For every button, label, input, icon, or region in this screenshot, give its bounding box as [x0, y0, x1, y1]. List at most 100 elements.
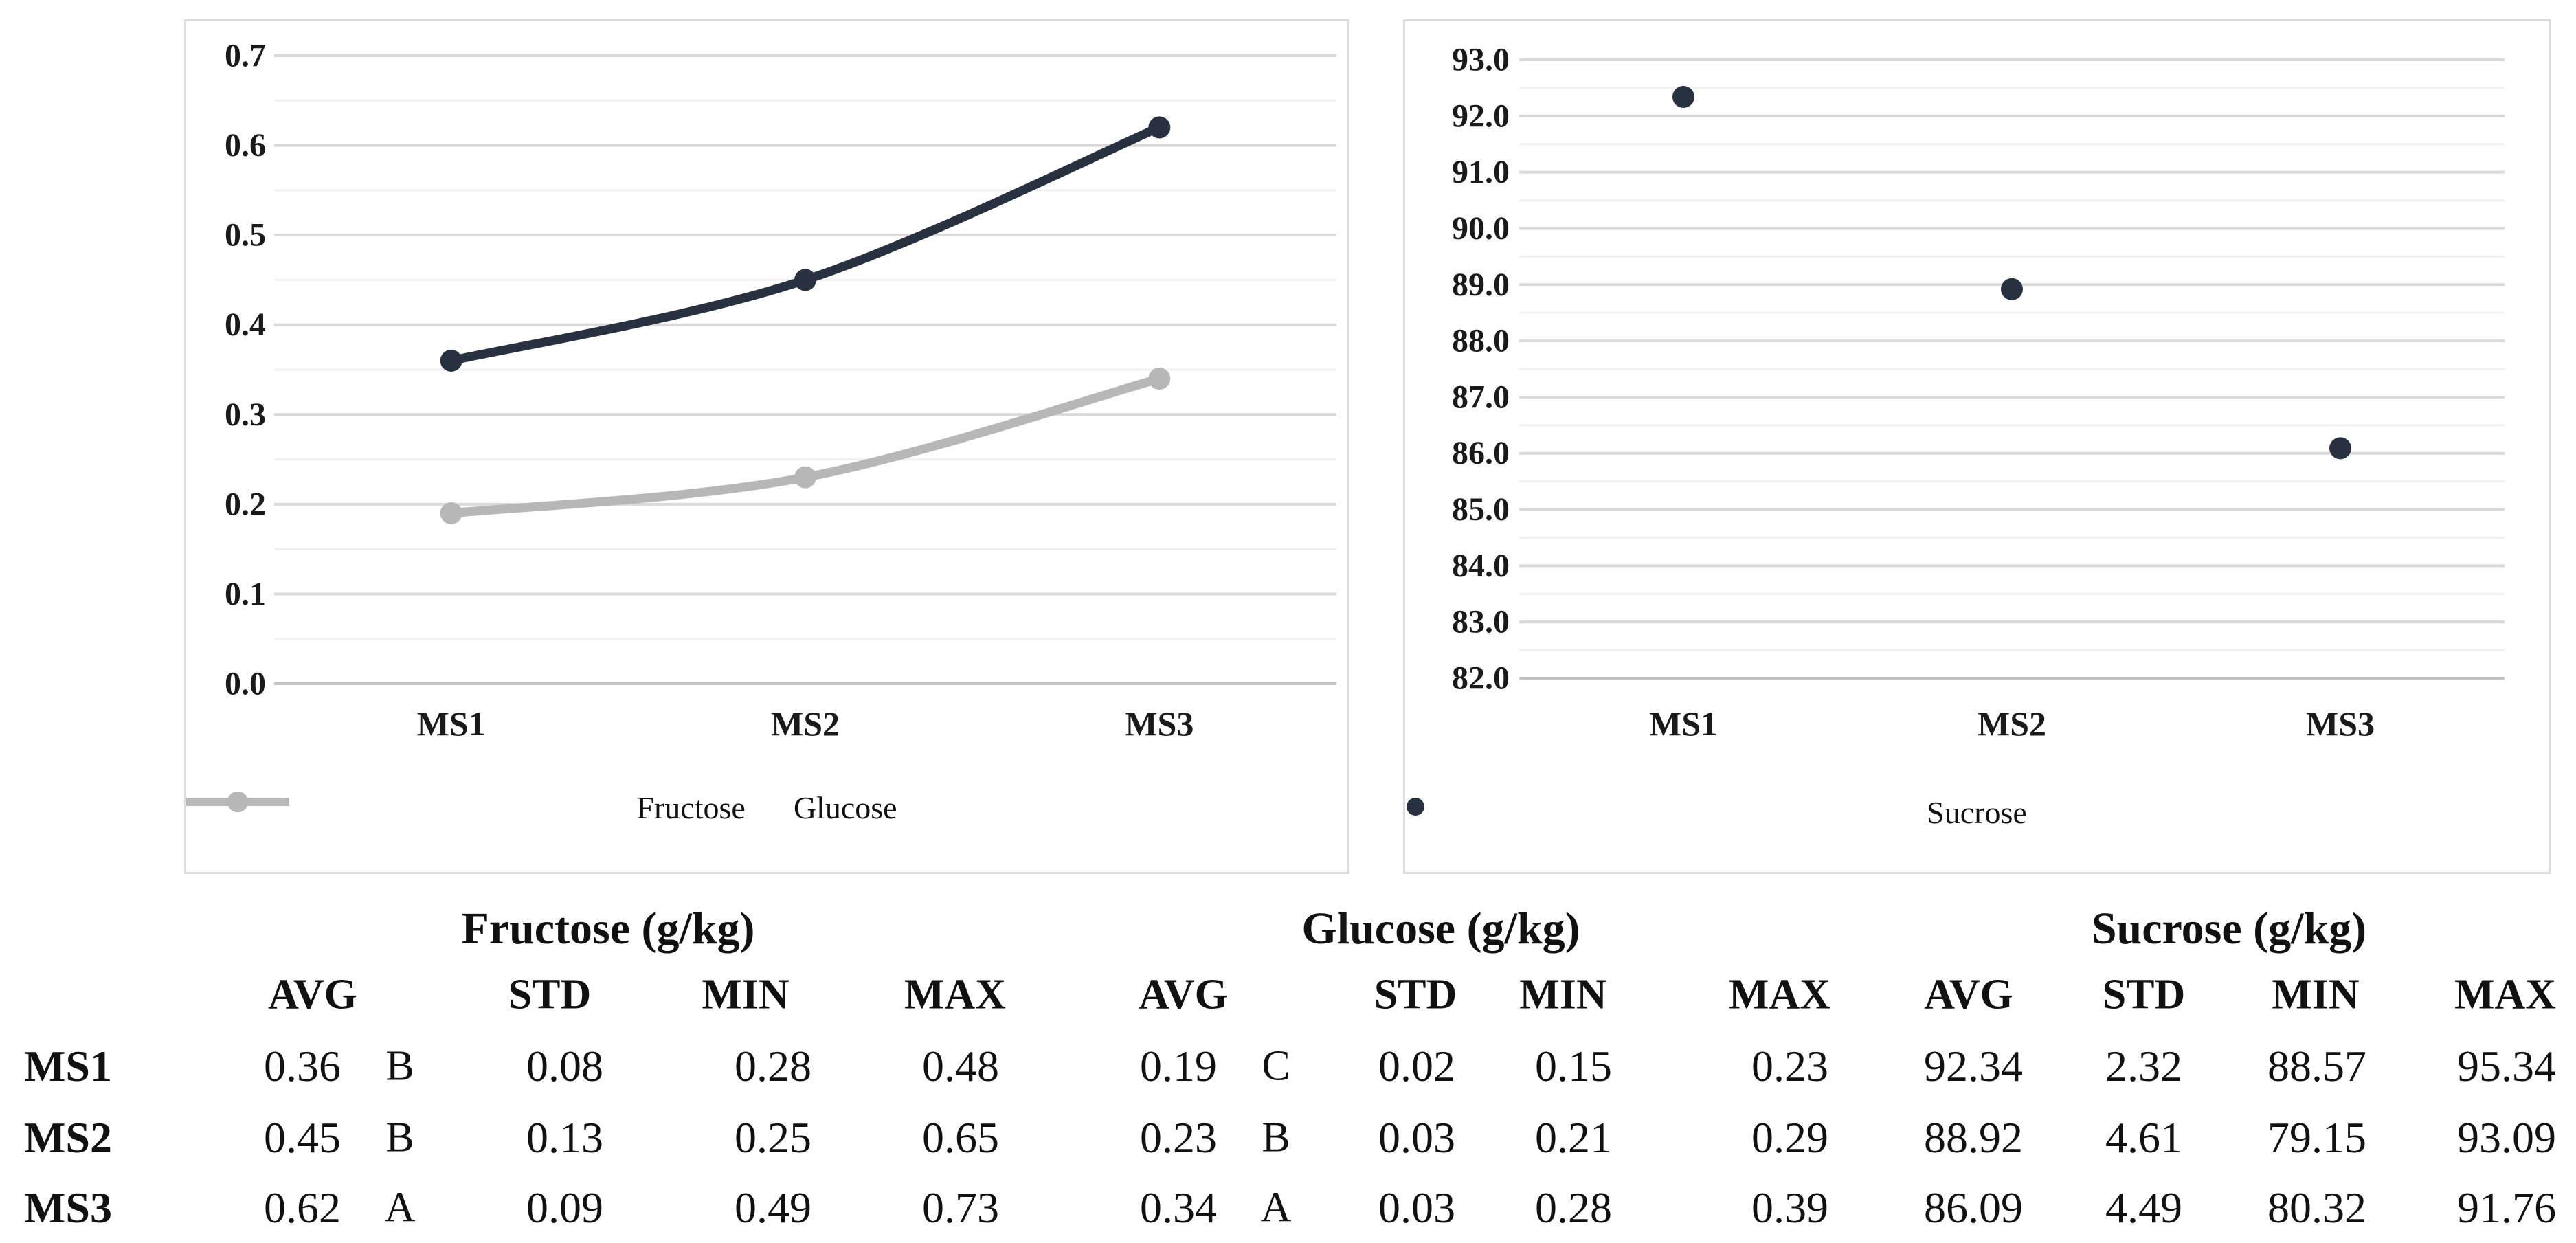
table-cell: 0.03 — [1378, 1183, 1455, 1232]
legend-item-sucrose: Sucrose — [1407, 794, 2027, 831]
table-cell: 79.15 — [2267, 1113, 2366, 1162]
y-tick-label: 88.0 — [1452, 323, 1510, 359]
sucrose-chart-panel: 82.0 83.0 84.0 85.0 86.0 87.0 88.0 89.0 90.0 91.0… — [1403, 19, 2551, 874]
legend-label: Sucrose — [1927, 795, 2027, 830]
y-tick-label: 0.2 — [225, 486, 266, 522]
table-group-header: Glucose (g/kg) — [1301, 904, 1580, 954]
table-cell: 95.34 — [2457, 1042, 2556, 1090]
data-point-glucose — [440, 502, 462, 524]
line-chart-legend: Fructose Glucose — [186, 790, 1347, 826]
x-category-label: MS3 — [2306, 704, 2375, 743]
table-cell: 0.13 — [526, 1113, 603, 1162]
table-cell: 86.09 — [1924, 1183, 2023, 1232]
x-category-label: MS2 — [1978, 704, 2046, 743]
table-column-header: MAX — [1728, 971, 1831, 1018]
y-tick-label: 87.0 — [1452, 379, 1510, 415]
table-cell: 0.23 — [1751, 1042, 1828, 1090]
table-cell: 88.57 — [2267, 1042, 2366, 1090]
x-category-label: MS1 — [1649, 704, 1718, 743]
y-tick-label: 0.6 — [225, 127, 266, 164]
data-point-fructose — [440, 349, 462, 372]
table-cell: 0.29 — [1751, 1113, 1828, 1162]
y-tick-label: 0.5 — [225, 217, 266, 254]
y-tick-label: 0.0 — [225, 666, 266, 702]
table-cell: 0.73 — [922, 1183, 999, 1232]
y-tick-label: 92.0 — [1452, 98, 1510, 134]
y-tick-label: 82.0 — [1452, 660, 1510, 697]
table-column-header: STD — [2102, 971, 2186, 1018]
table-cell: 0.45 — [264, 1113, 341, 1162]
table-column-header: STD — [1374, 971, 1457, 1018]
table-cell: 0.49 — [735, 1183, 811, 1232]
data-point-glucose — [1148, 368, 1171, 390]
data-point-sucrose — [2329, 437, 2351, 460]
table-cell: 0.08 — [526, 1042, 603, 1090]
table-cell: 0.62 — [264, 1183, 341, 1232]
data-point-fructose — [794, 269, 816, 291]
table-cell: 91.76 — [2457, 1183, 2556, 1232]
table-column-header: AVG — [1139, 971, 1228, 1018]
line-chart: 0.0 0.1 0.2 0.3 0.4 0.5 0.6 0.7 MS1 MS2 MS3 — [225, 38, 1336, 743]
data-point-sucrose — [2001, 278, 2023, 300]
data-point-sucrose — [1672, 86, 1694, 108]
legend-item-glucose: Glucose — [186, 790, 897, 826]
legend-marker — [1407, 798, 1424, 816]
data-point-fructose — [1148, 116, 1171, 139]
scatter-chart: 82.0 83.0 84.0 85.0 86.0 87.0 88.0 89.0 90.0 91.0… — [1452, 42, 2505, 743]
y-tick-label: 90.0 — [1452, 210, 1510, 247]
table-cell: 0.28 — [735, 1042, 811, 1090]
table-cell: 80.32 — [2267, 1183, 2366, 1232]
y-tick-label: 0.1 — [225, 576, 266, 612]
table-column-header: STD — [508, 971, 592, 1018]
line-marker-swatch-icon — [186, 792, 289, 812]
x-category-label: MS1 — [417, 704, 486, 743]
table-cell-letter: B — [385, 1042, 414, 1090]
table-row-label: MS2 — [24, 1113, 112, 1162]
table-cell: 0.15 — [1535, 1042, 1612, 1090]
table-column-header: MIN — [1519, 971, 1607, 1018]
table-cell: 0.23 — [1140, 1113, 1217, 1162]
table-cell: 88.92 — [1924, 1113, 2023, 1162]
table-cell: 0.34 — [1140, 1183, 1217, 1232]
table-cell: 92.34 — [1924, 1042, 2023, 1090]
dot-marker-swatch-icon — [1407, 798, 1424, 816]
y-tick-label: 0.7 — [225, 38, 266, 74]
table-cell: 2.32 — [2105, 1042, 2182, 1090]
table-cell: 0.19 — [1140, 1042, 1217, 1090]
table-cell-letter: A — [384, 1184, 416, 1231]
table-column-header: MIN — [702, 971, 789, 1018]
legend-marker — [227, 792, 248, 812]
y-tick-label: 0.3 — [225, 396, 266, 433]
y-tick-label: 0.4 — [225, 306, 266, 343]
y-tick-label: 85.0 — [1452, 491, 1510, 528]
y-tick-label: 84.0 — [1452, 548, 1510, 584]
table-cell: 0.36 — [264, 1042, 341, 1090]
table-cell: 0.48 — [922, 1042, 999, 1090]
table-group-header: Sucrose (g/kg) — [2091, 904, 2367, 954]
y-tick-label: 83.0 — [1452, 604, 1510, 640]
table-group-header: Fructose (g/kg) — [461, 904, 755, 954]
y-tick-label: 93.0 — [1452, 42, 1510, 78]
table-cell-letter: A — [1260, 1184, 1292, 1231]
y-tick-label: 91.0 — [1452, 154, 1510, 190]
table-cell: 0.28 — [1535, 1183, 1612, 1232]
table-column-header: MAX — [2454, 971, 2557, 1018]
table-cell: 4.49 — [2105, 1183, 2182, 1232]
legend-label: Glucose — [793, 790, 897, 825]
y-tick-label: 86.0 — [1452, 435, 1510, 471]
table-cell: 0.03 — [1378, 1113, 1455, 1162]
table-cell: 4.61 — [2105, 1113, 2182, 1162]
data-point-glucose — [794, 466, 816, 489]
table-row-label: MS1 — [24, 1042, 112, 1090]
table-cell: 93.09 — [2457, 1113, 2556, 1162]
legend-label: Fructose — [636, 790, 746, 825]
table-cell: 0.09 — [526, 1183, 603, 1232]
table-column-header: AVG — [1924, 971, 2013, 1018]
table-column-header: AVG — [268, 971, 357, 1018]
table-cell: 0.21 — [1535, 1113, 1612, 1162]
x-category-label: MS2 — [771, 704, 840, 743]
table-cell: 0.25 — [735, 1113, 811, 1162]
table-column-header: MIN — [2272, 971, 2360, 1018]
y-tick-label: 89.0 — [1452, 267, 1510, 303]
